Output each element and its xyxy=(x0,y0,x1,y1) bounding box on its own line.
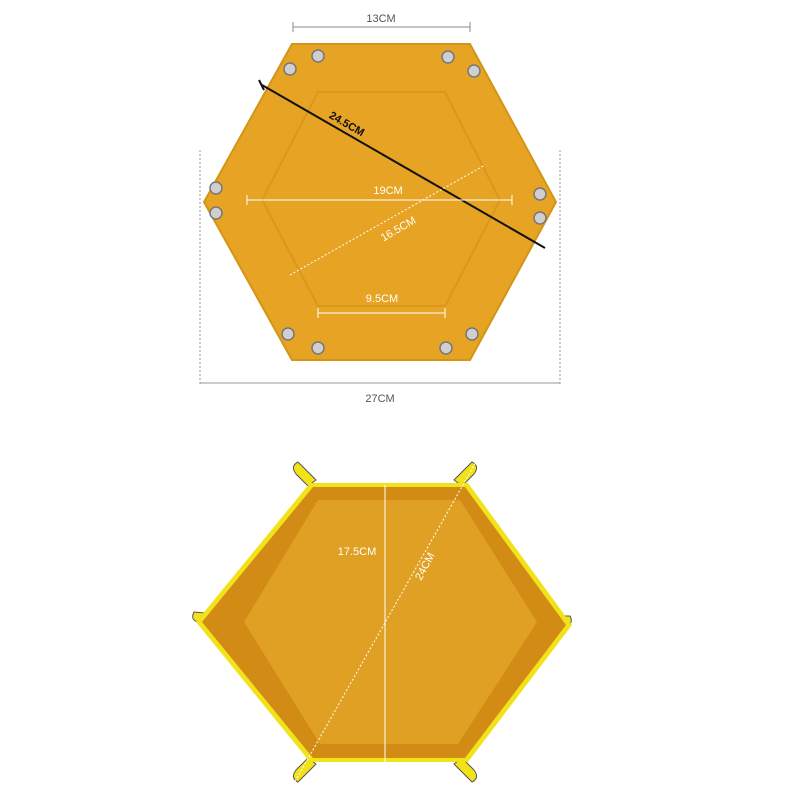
tray-felt-floor xyxy=(244,500,537,744)
dimension-27cm xyxy=(199,150,561,386)
flat-tray xyxy=(202,43,558,361)
dimension-19cm xyxy=(246,195,513,205)
dimension-16-5cm-line xyxy=(289,164,486,276)
dimension-19cm-label: 19CM xyxy=(373,185,402,197)
dimension-13cm-label: 13CM xyxy=(366,13,395,25)
assembled-tray xyxy=(192,461,572,783)
dimension-9-5cm xyxy=(317,308,446,318)
dimension-13cm xyxy=(292,22,471,32)
dimension-17-5cm-label: 17.5CM xyxy=(338,546,377,558)
dimension-24-5cm-line xyxy=(261,84,546,249)
dimension-9-5cm-label: 9.5CM xyxy=(366,293,398,305)
flat-tray-body xyxy=(202,43,558,361)
dimension-24-5cm-tick xyxy=(258,79,265,91)
dimension-27cm-label: 27CM xyxy=(365,393,394,405)
dimension-24cm-line xyxy=(292,461,477,786)
snap-buttons xyxy=(209,49,547,355)
